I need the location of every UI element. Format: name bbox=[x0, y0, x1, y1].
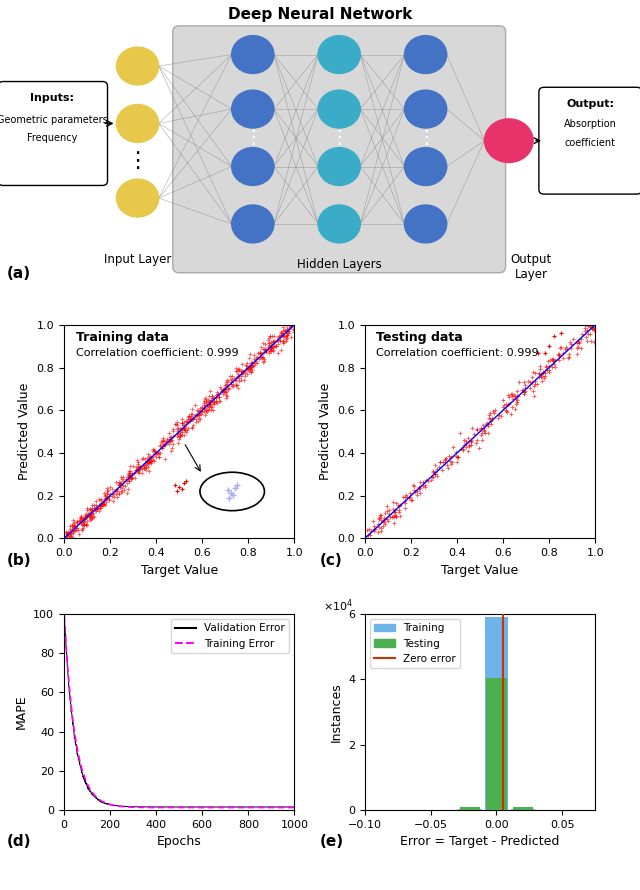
Circle shape bbox=[404, 36, 447, 74]
Bar bbox=[486, 678, 506, 810]
Text: Correlation coefficient: 0.999: Correlation coefficient: 0.999 bbox=[76, 348, 238, 359]
Circle shape bbox=[318, 36, 360, 74]
X-axis label: Target Value: Target Value bbox=[442, 563, 518, 577]
Bar bbox=[484, 618, 508, 810]
Text: coefficient: coefficient bbox=[564, 138, 616, 148]
Text: (c): (c) bbox=[320, 554, 343, 568]
Legend: Validation Error, Training Error: Validation Error, Training Error bbox=[171, 619, 289, 653]
Bar bbox=[460, 806, 480, 810]
X-axis label: Error = Target - Predicted: Error = Target - Predicted bbox=[400, 835, 560, 848]
Text: Testing data: Testing data bbox=[376, 331, 463, 344]
Circle shape bbox=[404, 90, 447, 128]
Text: Frequency: Frequency bbox=[28, 134, 77, 143]
Bar bbox=[513, 806, 533, 810]
Text: (d): (d) bbox=[6, 834, 31, 848]
FancyBboxPatch shape bbox=[173, 26, 506, 272]
Circle shape bbox=[232, 205, 274, 243]
Circle shape bbox=[116, 47, 159, 85]
Text: ⋮: ⋮ bbox=[243, 128, 262, 148]
X-axis label: Epochs: Epochs bbox=[157, 835, 202, 848]
Circle shape bbox=[116, 179, 159, 217]
Text: Absorption: Absorption bbox=[564, 119, 616, 129]
Circle shape bbox=[232, 36, 274, 74]
Text: Training data: Training data bbox=[76, 331, 168, 344]
FancyBboxPatch shape bbox=[0, 82, 108, 185]
Circle shape bbox=[318, 90, 360, 128]
Circle shape bbox=[404, 148, 447, 185]
Y-axis label: MAPE: MAPE bbox=[15, 695, 28, 729]
Circle shape bbox=[318, 205, 360, 243]
Text: Output:: Output: bbox=[566, 100, 614, 109]
X-axis label: Target Value: Target Value bbox=[141, 563, 218, 577]
Text: Input Layer: Input Layer bbox=[104, 253, 172, 265]
Text: ⋮: ⋮ bbox=[416, 128, 435, 148]
Y-axis label: Instances: Instances bbox=[330, 682, 342, 742]
Circle shape bbox=[232, 90, 274, 128]
Circle shape bbox=[404, 205, 447, 243]
Text: ⋮: ⋮ bbox=[127, 150, 148, 171]
Text: (b): (b) bbox=[6, 554, 31, 568]
Text: Correlation coefficient: 0.999: Correlation coefficient: 0.999 bbox=[376, 348, 539, 359]
Text: Hidden Layers: Hidden Layers bbox=[297, 258, 381, 271]
Text: (e): (e) bbox=[320, 834, 344, 848]
Y-axis label: Predicted Value: Predicted Value bbox=[18, 383, 31, 481]
Bar bbox=[458, 809, 482, 810]
Circle shape bbox=[232, 148, 274, 185]
Circle shape bbox=[484, 119, 533, 163]
Text: Geometric parameters: Geometric parameters bbox=[0, 115, 108, 125]
Legend: Training, Testing, Zero error: Training, Testing, Zero error bbox=[370, 619, 460, 668]
Text: ⋮: ⋮ bbox=[330, 128, 349, 148]
Circle shape bbox=[116, 104, 159, 142]
Text: (a): (a) bbox=[6, 266, 31, 281]
Text: $\times 10^4$: $\times 10^4$ bbox=[323, 597, 353, 613]
Circle shape bbox=[318, 148, 360, 185]
Text: Inputs:: Inputs: bbox=[31, 93, 74, 103]
Text: Output
Layer: Output Layer bbox=[511, 253, 552, 280]
Text: Deep Neural Network: Deep Neural Network bbox=[228, 7, 412, 22]
Y-axis label: Predicted Value: Predicted Value bbox=[319, 383, 332, 481]
FancyBboxPatch shape bbox=[539, 87, 640, 194]
